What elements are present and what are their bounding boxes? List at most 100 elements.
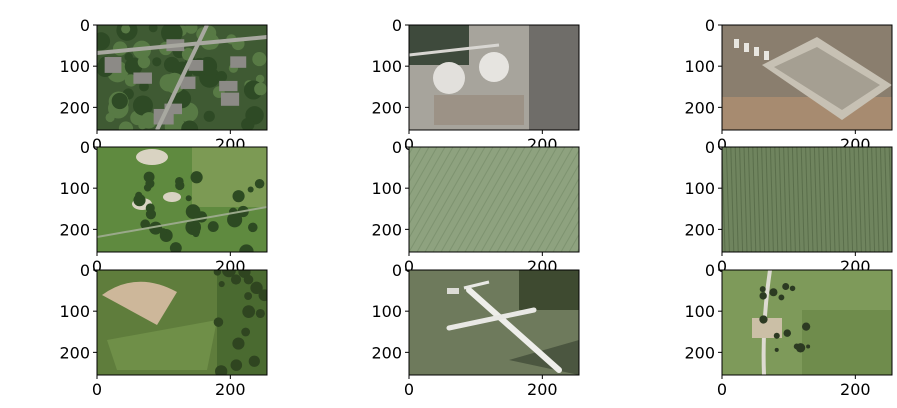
row-line bbox=[752, 147, 757, 252]
x-tick-label: 0 bbox=[92, 257, 102, 276]
x-tick-label: 0 bbox=[717, 135, 727, 154]
dark-area bbox=[519, 270, 579, 310]
furrow bbox=[448, 147, 510, 252]
tree bbox=[118, 121, 134, 130]
row-line bbox=[840, 147, 845, 252]
y-tick-label: 100 bbox=[59, 179, 90, 198]
roof bbox=[133, 72, 152, 84]
panel-image-field-b bbox=[722, 147, 897, 252]
y-tick-label: 100 bbox=[371, 179, 402, 198]
tree bbox=[185, 195, 192, 202]
row-line bbox=[796, 147, 801, 252]
tree bbox=[244, 292, 253, 301]
tree bbox=[175, 180, 185, 191]
furrow bbox=[440, 147, 502, 252]
tree bbox=[222, 270, 236, 278]
tree bbox=[213, 317, 224, 327]
row-line bbox=[831, 147, 836, 252]
row-line bbox=[818, 147, 823, 252]
y-tick-label: 200 bbox=[684, 343, 715, 362]
roof bbox=[219, 80, 238, 92]
y-tick-label: 0 bbox=[80, 261, 90, 280]
roof bbox=[104, 57, 122, 73]
row-line bbox=[783, 147, 788, 252]
x-tick-label: 0 bbox=[92, 380, 102, 399]
y-tick-label: 200 bbox=[371, 343, 402, 362]
tree bbox=[759, 315, 768, 324]
bunker bbox=[163, 192, 181, 202]
tree bbox=[239, 244, 254, 252]
fairway bbox=[192, 147, 267, 207]
tree bbox=[254, 178, 265, 189]
row-line bbox=[800, 147, 805, 252]
furrow bbox=[601, 147, 661, 252]
furrow bbox=[520, 149, 579, 252]
furrow bbox=[496, 147, 558, 252]
tree bbox=[254, 82, 267, 96]
tree bbox=[172, 89, 192, 109]
runway-inner bbox=[774, 47, 880, 110]
y-tick-label: 0 bbox=[80, 138, 90, 157]
tree bbox=[97, 32, 111, 51]
row-line bbox=[879, 147, 884, 252]
furrow bbox=[585, 147, 645, 252]
furrow bbox=[464, 147, 526, 252]
tree bbox=[185, 204, 201, 219]
axes-frame bbox=[721, 146, 893, 253]
row-line bbox=[805, 147, 810, 252]
row-line bbox=[765, 147, 770, 252]
tree bbox=[242, 305, 256, 318]
clearing bbox=[752, 318, 782, 338]
y-tick-label: 0 bbox=[80, 16, 90, 35]
tree bbox=[230, 359, 243, 371]
axes-frame bbox=[721, 24, 893, 131]
marking bbox=[754, 47, 759, 56]
tree bbox=[190, 171, 203, 184]
tree bbox=[159, 228, 167, 236]
x-tick-label: 0 bbox=[404, 135, 414, 154]
wing bbox=[446, 307, 537, 331]
y-tick-label: 0 bbox=[705, 16, 715, 35]
tree bbox=[203, 110, 215, 122]
row-line bbox=[822, 147, 827, 252]
furrow bbox=[576, 247, 579, 252]
tree bbox=[207, 221, 219, 233]
tree bbox=[243, 274, 254, 285]
furrow bbox=[552, 205, 579, 252]
y-tick-label: 200 bbox=[684, 98, 715, 117]
tree bbox=[218, 280, 225, 288]
row-line bbox=[813, 147, 818, 252]
marking bbox=[744, 43, 749, 52]
x-tick-label: 200 bbox=[527, 380, 558, 399]
axes-frame bbox=[408, 269, 580, 376]
panel-image-baseball-diamond bbox=[97, 270, 267, 375]
y-tick-label: 0 bbox=[392, 16, 402, 35]
furrow bbox=[409, 147, 446, 212]
furrow bbox=[504, 147, 566, 252]
tree bbox=[241, 117, 255, 130]
tree bbox=[230, 274, 242, 285]
tree bbox=[132, 95, 153, 116]
row-line bbox=[835, 147, 840, 252]
tree bbox=[759, 292, 767, 300]
row-line bbox=[747, 147, 752, 252]
panel-image-residential bbox=[97, 25, 267, 130]
bunker bbox=[136, 149, 168, 165]
tree bbox=[169, 242, 182, 252]
tree bbox=[774, 347, 779, 352]
furrow bbox=[609, 147, 669, 252]
row-line bbox=[875, 147, 880, 252]
row-line bbox=[756, 147, 761, 252]
row-line bbox=[791, 147, 796, 252]
tree bbox=[778, 294, 785, 301]
tree bbox=[795, 343, 806, 353]
axes-frame bbox=[96, 269, 268, 376]
row-line bbox=[827, 147, 832, 252]
x-tick-label: 0 bbox=[717, 380, 727, 399]
row-line bbox=[894, 147, 897, 252]
row-line bbox=[769, 147, 774, 252]
